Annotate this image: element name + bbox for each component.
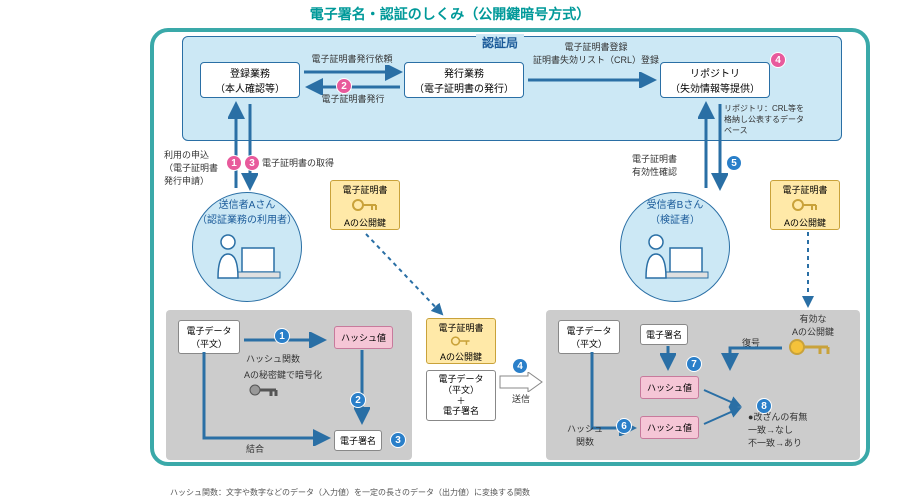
sent-sig: 電子署名 <box>443 406 479 416</box>
sent-cert: 電子証明書 Aの公開鍵 <box>426 318 496 364</box>
arrow-issue-to-repo <box>524 72 660 88</box>
verify-sig: 電子署名 <box>640 324 688 345</box>
ca-title: 認証局 <box>476 34 524 51</box>
label-apply: 利用の申込 （電子証明書 発行申請） <box>164 148 230 187</box>
verify-result: ●改ざんの有無 一致→なし 不一致→あり <box>748 410 852 449</box>
step-pink-4: 4 <box>770 52 786 68</box>
arrow-decrypt <box>700 344 786 374</box>
sign-plaintext: 電子データ （平文） <box>178 320 240 354</box>
ca-box-repo-l1: リポジトリ <box>690 65 740 80</box>
key-icon <box>450 334 472 348</box>
sent-cert-sub: Aの公開鍵 <box>429 350 493 363</box>
ca-box-issue: 発行業務 （電子証明書の発行） <box>404 62 524 98</box>
sent-plaintext: 電子データ （平文） <box>432 374 490 396</box>
cert-receiver-sub: Aの公開鍵 <box>773 216 837 229</box>
step-blue-5-top: 5 <box>726 155 742 171</box>
label-send: 送信 <box>512 392 530 405</box>
receiver-person-icon <box>640 228 710 290</box>
receiver-role: （検証者） <box>650 215 700 226</box>
ca-box-repo-l2: （失効情報等提供） <box>670 80 760 95</box>
step-pink-2: 2 <box>336 78 352 94</box>
sent-plus: ＋ <box>456 396 465 406</box>
ca-box-register-l1: 登録業務 <box>230 65 270 80</box>
sign-hashval: ハッシュ値 <box>334 326 393 349</box>
step-blue-v7: 7 <box>686 356 702 372</box>
cert-sender-title: 電子証明書 <box>333 183 397 196</box>
dotted-cert-to-key <box>800 230 816 312</box>
footnote: ハッシュ関数：文字や数字などのデータ（入力値）を一定の長さのデータ（出力値）に変… <box>170 487 530 498</box>
step-blue-v3: 3 <box>390 432 406 448</box>
label-verify-hashfn: ハッシュ 関数 <box>560 422 610 448</box>
arrow-compare <box>702 384 746 428</box>
pubkey-icon <box>788 336 832 358</box>
label-issue-request: 電子証明書発行依頼 <box>302 52 402 65</box>
arrow-combine <box>196 350 336 446</box>
sender-label: 送信者Aさん （認証業務の利用者） <box>192 196 302 226</box>
label-repo-note: リポジトリ：CRL等を 格納し公表するデータ ベース <box>724 103 839 136</box>
label-combine: 結合 <box>246 442 264 455</box>
arrow-hash-to-sig <box>354 348 370 428</box>
ca-box-register-l2: （本人確認等） <box>215 80 285 95</box>
sent-cert-title: 電子証明書 <box>429 321 493 334</box>
diagram-title: 電子署名・認証のしくみ（公開鍵暗号方式） <box>0 4 900 24</box>
step-pink-1: 1 <box>226 155 242 171</box>
sender-person-icon <box>212 228 282 290</box>
arrow-send <box>498 372 544 392</box>
ca-box-repo: リポジトリ （失効情報等提供） <box>660 62 770 98</box>
step-blue-v1: 1 <box>274 328 290 344</box>
key-icon <box>352 196 378 214</box>
sign-sig: 電子署名 <box>334 430 382 451</box>
step-blue-v2: 2 <box>350 392 366 408</box>
sender-name: 送信者Aさん <box>219 200 276 211</box>
label-validate: 電子証明書 有効性確認 <box>632 152 702 178</box>
valid-key-l1: 有効な <box>799 314 826 324</box>
cert-sender-sub: Aの公開鍵 <box>333 216 397 229</box>
dotted-cert-to-sent <box>362 230 452 320</box>
verify-hash6: ハッシュ値 <box>640 416 699 439</box>
step-blue-v6: 6 <box>616 418 632 434</box>
ca-box-issue-l2: （電子証明書の発行） <box>414 80 514 95</box>
arrow-validate <box>698 98 728 196</box>
sender-role: （認証業務の利用者） <box>197 215 297 226</box>
cert-receiver-title: 電子証明書 <box>773 183 837 196</box>
arrow-apply <box>228 98 258 196</box>
ca-box-issue-l1: 発行業務 <box>444 65 484 80</box>
cert-receiver: 電子証明書 Aの公開鍵 <box>770 180 840 230</box>
step-blue-v4: 4 <box>512 358 528 374</box>
verify-hash7: ハッシュ値 <box>640 376 699 399</box>
receiver-label: 受信者Bさん （検証者） <box>620 196 730 226</box>
arrow-reg-to-issue <box>300 65 404 95</box>
label-obtain: 電子証明書の取得 <box>262 156 362 169</box>
label-valid-key: 有効な Aの公開鍵 <box>778 312 848 338</box>
ca-box-register: 登録業務 （本人確認等） <box>200 62 300 98</box>
cert-sender: 電子証明書 Aの公開鍵 <box>330 180 400 230</box>
step-pink-3: 3 <box>244 155 260 171</box>
arrow-sig-to-hash7 <box>660 344 676 374</box>
verify-plaintext: 電子データ （平文） <box>558 320 620 354</box>
sent-body: 電子データ （平文） ＋ 電子署名 <box>426 370 496 421</box>
key-icon <box>792 196 818 214</box>
label-crl-register: 電子証明書登録 証明書失効リスト（CRL）登録 <box>532 40 660 66</box>
receiver-name: 受信者Bさん <box>647 200 704 211</box>
label-issue: 電子証明書発行 <box>308 92 398 105</box>
